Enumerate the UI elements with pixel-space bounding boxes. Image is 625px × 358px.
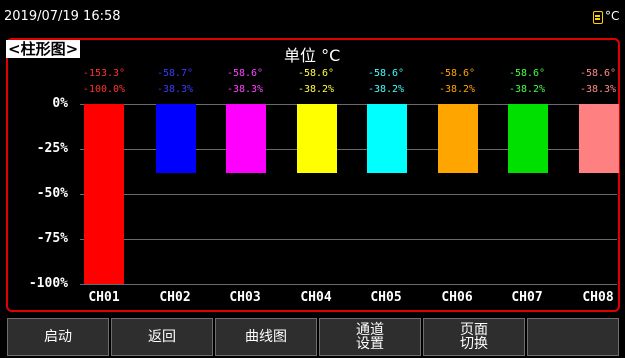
temperature-label-ch08: -58.6°	[579, 68, 617, 79]
page-switch-label-line2: 切换	[460, 336, 488, 352]
percent-label-ch08: -38.3%	[579, 84, 617, 95]
y-tick-label: -25%	[36, 141, 68, 156]
page-switch-button[interactable]: 页面 切换	[423, 318, 525, 356]
back-button[interactable]: 返回	[111, 318, 213, 356]
bar-ch03	[226, 104, 266, 173]
temperature-label-ch02: -58.7°	[156, 68, 194, 79]
y-tick-label: 0%	[52, 96, 68, 111]
channel-label-ch07: CH07	[511, 290, 543, 305]
bar-ch05	[367, 104, 407, 173]
curve-chart-button-label: 曲线图	[245, 329, 287, 345]
channel-label-ch02: CH02	[159, 290, 191, 305]
empty-function-button[interactable]	[527, 318, 619, 356]
gridline	[80, 284, 617, 285]
y-tick-label: -75%	[36, 231, 68, 246]
start-button-label: 启动	[44, 329, 72, 345]
temperature-label-ch06: -58.6°	[438, 68, 476, 79]
percent-label-ch06: -38.2%	[438, 84, 476, 95]
percent-label-ch07: -38.2%	[508, 84, 546, 95]
channel-label-ch01: CH01	[88, 290, 120, 305]
channel-label-ch08: CH08	[582, 290, 614, 305]
temperature-label-ch01: -153.3°	[82, 68, 126, 79]
bar-ch06	[438, 104, 478, 173]
temperature-label-ch04: -58.6°	[297, 68, 335, 79]
temperature-label-ch05: -58.6°	[367, 68, 405, 79]
percent-label-ch05: -38.2%	[367, 84, 405, 95]
bar-ch01	[84, 104, 124, 284]
channel-label-ch05: CH05	[370, 290, 402, 305]
datetime-display: 2019/07/19 16:58	[4, 9, 121, 24]
start-button[interactable]: 启动	[7, 318, 109, 356]
channel-setup-label-line2: 设置	[356, 336, 384, 352]
channel-setup-label-line1: 通道	[356, 322, 384, 338]
bar-ch02	[156, 104, 196, 173]
gridline	[80, 104, 617, 105]
sd-card-icon	[593, 11, 603, 24]
bar-ch08	[579, 104, 619, 173]
gridline	[80, 239, 617, 240]
unit-indicator: °C	[605, 9, 620, 23]
page-switch-label-line1: 页面	[460, 322, 488, 338]
bar-ch07	[508, 104, 548, 173]
curve-chart-button[interactable]: 曲线图	[215, 318, 317, 356]
y-tick-label: -50%	[36, 186, 68, 201]
y-tick-label: -100%	[28, 276, 68, 291]
status-bar: 2019/07/19 16:58 °C	[0, 0, 625, 30]
percent-label-ch04: -38.2%	[297, 84, 335, 95]
temperature-label-ch07: -58.6°	[508, 68, 546, 79]
percent-label-ch01: -100.0%	[82, 84, 126, 95]
gridline	[80, 149, 617, 150]
channel-setup-button[interactable]: 通道 设置	[319, 318, 421, 356]
temperature-label-ch03: -58.6°	[226, 68, 264, 79]
channel-label-ch04: CH04	[300, 290, 332, 305]
back-button-label: 返回	[148, 329, 176, 345]
percent-label-ch03: -38.3%	[226, 84, 264, 95]
chart-mode-label: <柱形图>	[6, 40, 81, 58]
gridline	[80, 194, 617, 195]
unit-title: 单位 °C	[284, 46, 341, 65]
bar-ch04	[297, 104, 337, 173]
percent-label-ch02: -38.3%	[156, 84, 194, 95]
channel-label-ch06: CH06	[441, 290, 473, 305]
channel-label-ch03: CH03	[229, 290, 261, 305]
